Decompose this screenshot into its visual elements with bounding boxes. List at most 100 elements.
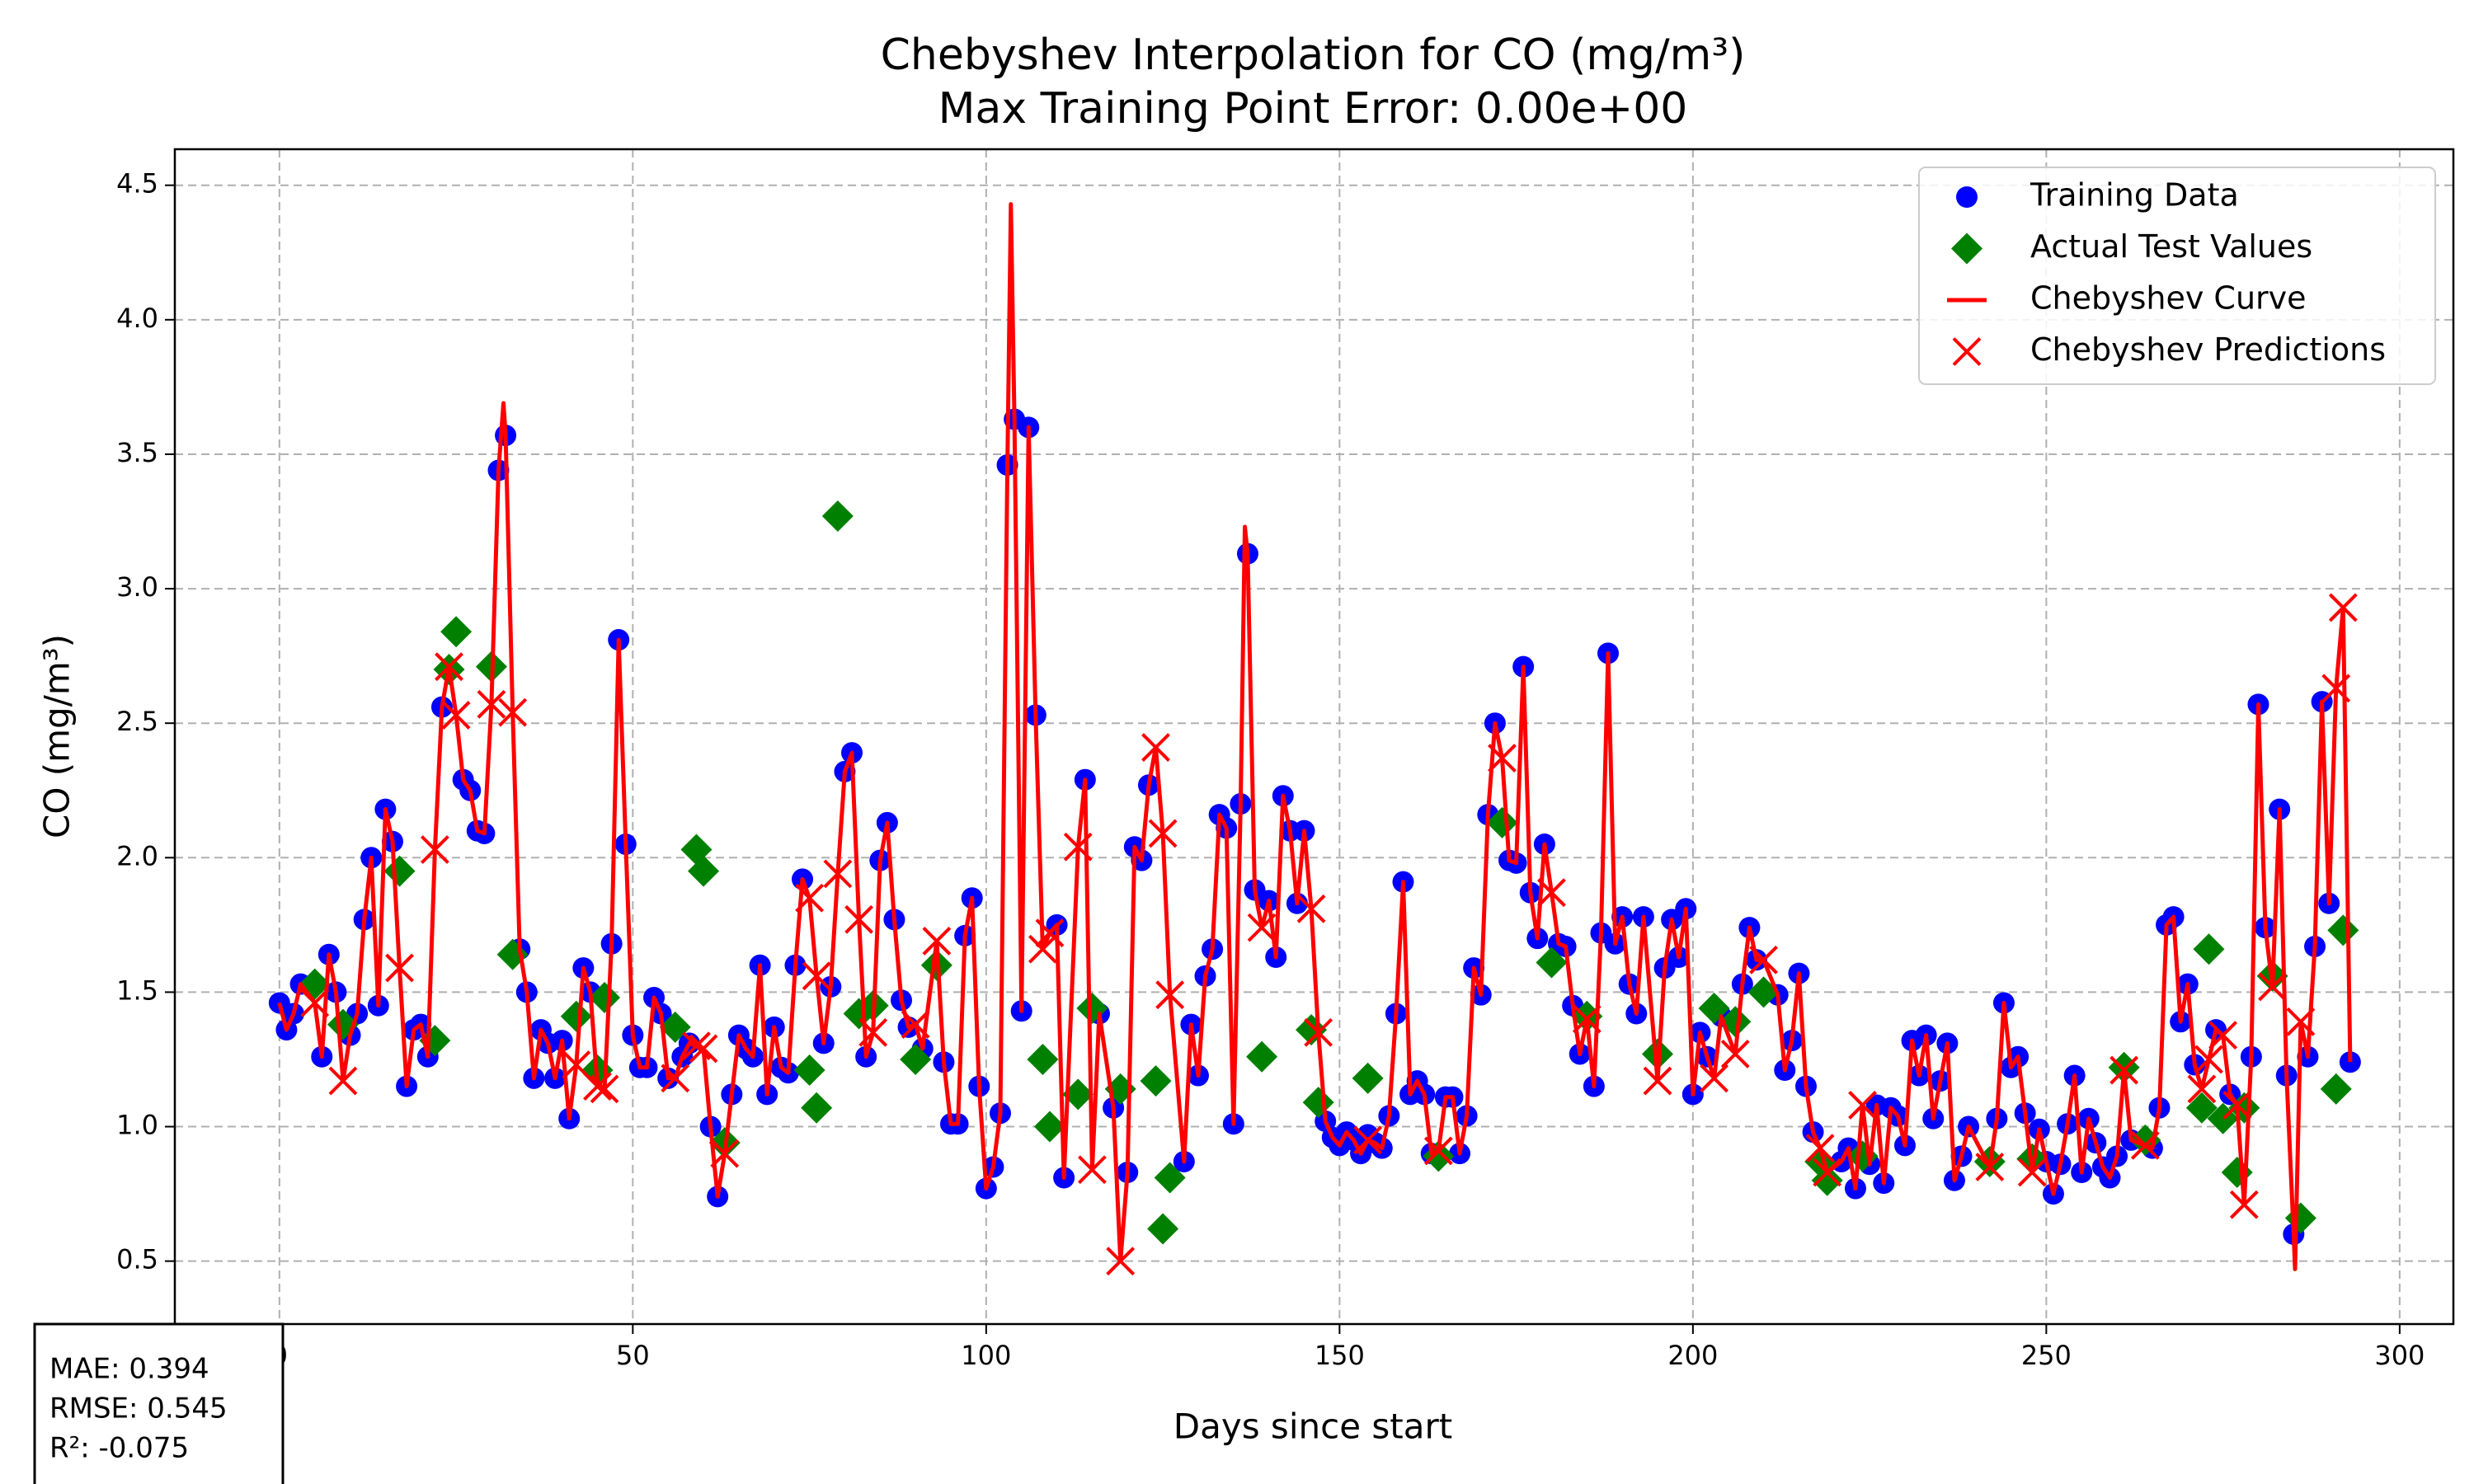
- prediction-point: [1643, 1066, 1672, 1096]
- prediction-point: [823, 859, 853, 889]
- test-point: [2108, 1051, 2140, 1083]
- prediction-point: [1353, 1125, 1383, 1155]
- y-tick-label: 2.5: [116, 706, 158, 737]
- prediction-point: [901, 1010, 930, 1039]
- prediction-point: [1572, 1004, 1602, 1034]
- prediction-point: [1848, 1091, 1877, 1120]
- test-point: [821, 500, 854, 532]
- prediction-point: [1155, 980, 1185, 1010]
- prediction-point: [1063, 832, 1093, 862]
- prediction-point: [441, 700, 471, 730]
- test-point: [1154, 1162, 1186, 1194]
- prediction-point: [583, 1072, 612, 1101]
- prediction-point: [328, 1066, 358, 1096]
- test-point: [1536, 946, 1568, 979]
- y-axis-label: CO (mg/m³): [37, 634, 78, 838]
- test-point: [440, 616, 473, 648]
- test-point: [589, 981, 621, 1013]
- prediction-point: [1720, 1040, 1750, 1068]
- prediction-point: [2258, 972, 2288, 1002]
- prediction-point: [2286, 1007, 2316, 1036]
- plot-frame: [173, 148, 2455, 1326]
- prediction-point: [2187, 1074, 2217, 1104]
- prediction-point: [1813, 1158, 1842, 1187]
- legend-label: Actual Test Values: [2030, 228, 2312, 265]
- prediction-point: [1077, 1155, 1107, 1185]
- test-point: [1062, 1078, 1094, 1111]
- legend-marker: [1951, 232, 1982, 265]
- prediction-point: [689, 1034, 718, 1064]
- prediction-point: [2109, 1055, 2139, 1085]
- prediction-point: [1141, 733, 1170, 762]
- prediction-point: [300, 989, 330, 1017]
- legend-label: Training Data: [2030, 177, 2239, 214]
- test-point: [1352, 1062, 1384, 1094]
- prediction-point: [795, 883, 825, 913]
- y-tick-label: 0.5: [116, 1244, 158, 1275]
- prediction-point: [1296, 894, 1326, 923]
- legend-label: Chebyshev Curve: [2030, 280, 2307, 317]
- prediction-point: [1488, 744, 1517, 773]
- prediction-point: [590, 1074, 619, 1104]
- test-point: [1246, 1040, 1278, 1073]
- prediction-point: [2208, 1021, 2238, 1050]
- y-tick-label: 4.5: [116, 168, 158, 200]
- prediction-point: [1106, 1247, 1136, 1276]
- y-tick-label: 4.0: [116, 303, 158, 334]
- prediction-point: [1749, 945, 1778, 974]
- plot-area: 0501001502002503000.51.01.52.02.53.03.54…: [116, 148, 2455, 1371]
- chart-title: Chebyshev Interpolation for CO (mg/m³): [881, 31, 1746, 80]
- test-point: [900, 1043, 932, 1075]
- legend-marker: [1956, 186, 1978, 208]
- metric-r2: R²: -0.075: [49, 1432, 189, 1465]
- test-point: [1027, 1043, 1059, 1075]
- test-point: [1033, 1111, 1065, 1143]
- test-point: [1486, 806, 1518, 838]
- metrics-box: [33, 1322, 285, 1484]
- prediction-point: [2194, 1045, 2223, 1074]
- prediction-point: [385, 953, 414, 983]
- test-point: [1147, 1213, 1179, 1245]
- prediction-point: [661, 1064, 690, 1093]
- x-tick-label: 200: [1667, 1340, 1718, 1371]
- prediction-point: [2328, 593, 2358, 622]
- prediction-point: [1537, 878, 1566, 908]
- prediction-point: [498, 697, 528, 727]
- prediction-point: [858, 1017, 888, 1047]
- prediction-point: [1304, 1017, 1333, 1047]
- legend-box: [1918, 167, 2436, 385]
- x-tick-label: 250: [2021, 1340, 2072, 1371]
- x-tick-label: 300: [2374, 1340, 2425, 1371]
- y-tick-label: 3.0: [116, 571, 158, 603]
- curve-line: [277, 202, 2353, 1271]
- prediction-point: [1247, 913, 1277, 942]
- prediction-point: [1423, 1136, 1453, 1166]
- prediction-point: [2017, 1158, 2047, 1187]
- prediction-point: [2321, 674, 2351, 703]
- training-point: [2339, 1051, 2361, 1073]
- test-point: [2185, 1092, 2218, 1124]
- test-point: [688, 855, 720, 887]
- prediction-point: [922, 927, 952, 956]
- metric-mae: MAE: 0.394: [49, 1353, 209, 1386]
- prediction-point: [1975, 1153, 2005, 1181]
- prediction-point: [802, 961, 831, 991]
- prediction-point: [682, 1031, 711, 1061]
- prediction-point: [1028, 934, 1057, 964]
- test-point: [1140, 1065, 1172, 1097]
- prediction-point: [1148, 819, 1178, 848]
- test-point: [659, 1011, 691, 1043]
- legend-marker: [1952, 337, 1982, 366]
- y-tick-label: 2.0: [116, 840, 158, 871]
- x-tick-label: 50: [616, 1340, 650, 1371]
- x-tick-label: 150: [1315, 1340, 1365, 1371]
- metric-rmse: RMSE: 0.545: [49, 1392, 228, 1425]
- prediction-point: [420, 835, 449, 864]
- prediction-point: [435, 652, 463, 682]
- prediction-point: [710, 1139, 740, 1168]
- prediction-point: [1700, 1064, 1729, 1093]
- y-tick-label: 3.5: [116, 437, 158, 468]
- chart-subtitle: Max Training Point Error: 0.00e+00: [938, 84, 1688, 134]
- legend-label: Chebyshev Predictions: [2030, 331, 2386, 368]
- prediction-point: [2130, 1130, 2160, 1160]
